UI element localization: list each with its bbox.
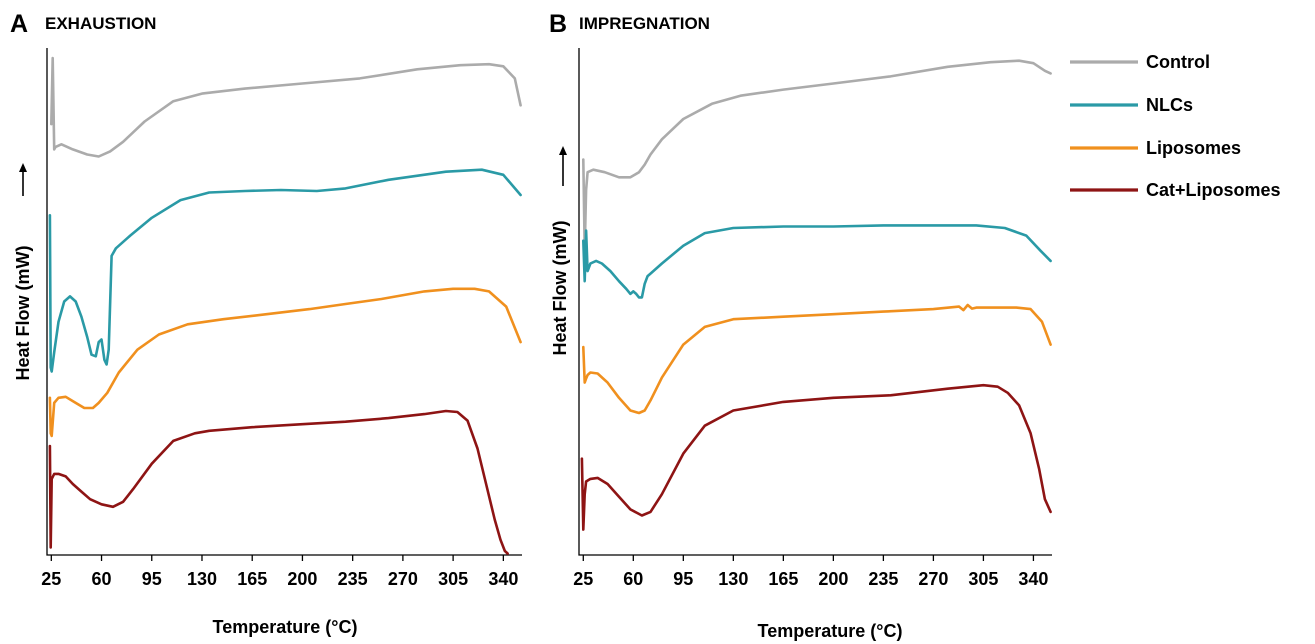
- series-line-liposomes: [48, 287, 522, 438]
- xtick-label: 25: [573, 569, 593, 589]
- xtick-label: 60: [92, 569, 112, 589]
- xtick-label: 130: [187, 569, 217, 589]
- panel-a-title: EXHAUSTION: [45, 14, 156, 33]
- panel-a-series: [48, 56, 522, 555]
- xtick-label: 340: [1018, 569, 1048, 589]
- panel-a-xlabel: Temperature (°C): [213, 617, 358, 637]
- xtick-label: 25: [41, 569, 61, 589]
- legend-item-control: Control: [1070, 52, 1210, 72]
- panel-b-xlabel: Temperature (°C): [758, 621, 903, 641]
- panel-b-title: IMPREGNATION: [579, 14, 710, 33]
- xtick-label: 270: [388, 569, 418, 589]
- series-line-cat-liposomes: [48, 409, 509, 555]
- series-line-control: [50, 56, 522, 158]
- legend-item-cat-liposomes: Cat+Liposomes: [1070, 180, 1281, 200]
- panel-a: A EXHAUSTION 25 60 95 130 165 200 235 270 305 340…: [10, 10, 522, 637]
- series-line-nlcs: [48, 168, 522, 373]
- panel-a-letter: A: [10, 10, 28, 38]
- xtick-label: 200: [287, 569, 317, 589]
- series-line-control: [582, 59, 1052, 253]
- xtick-label: 95: [142, 569, 162, 589]
- xtick-label: 235: [868, 569, 898, 589]
- panel-b-letter: B: [549, 10, 567, 38]
- panel-b-xticks: 25 60 95 130 165 200 235 270 305 340: [573, 555, 1048, 589]
- legend-label: Control: [1146, 52, 1210, 72]
- xtick-label: 270: [918, 569, 948, 589]
- xtick-label: 60: [623, 569, 643, 589]
- panel-a-ylabel: Heat Flow (mW): [13, 246, 33, 381]
- panel-b: B IMPREGNATION 25 60 95 130 165 200 235 270 305 3…: [549, 10, 1052, 641]
- legend: Control NLCs Liposomes Cat+Liposomes: [1070, 52, 1281, 200]
- legend-label: Liposomes: [1146, 138, 1241, 158]
- xtick-label: 305: [438, 569, 468, 589]
- panel-a-ylabel-arrow: [19, 163, 27, 196]
- legend-item-liposomes: Liposomes: [1070, 138, 1241, 158]
- legend-item-nlcs: NLCs: [1070, 95, 1193, 115]
- xtick-label: 305: [968, 569, 998, 589]
- xtick-label: 165: [768, 569, 798, 589]
- xtick-label: 200: [818, 569, 848, 589]
- xtick-label: 340: [488, 569, 518, 589]
- series-line-liposomes: [582, 303, 1052, 415]
- panel-a-axes: [46, 48, 522, 556]
- xtick-label: 95: [673, 569, 693, 589]
- xtick-label: 235: [338, 569, 368, 589]
- legend-label: Cat+Liposomes: [1146, 180, 1281, 200]
- panel-b-ylabel-arrow: [559, 146, 567, 186]
- series-line-nlcs: [582, 224, 1052, 299]
- panel-b-ylabel: Heat Flow (mW): [550, 221, 570, 356]
- series-line-cat-liposomes: [580, 383, 1052, 531]
- xtick-label: 130: [718, 569, 748, 589]
- legend-label: NLCs: [1146, 95, 1193, 115]
- panel-a-xticks: 25 60 95 130 165 200 235 270 305 340: [41, 555, 518, 589]
- panel-b-axes: [578, 48, 1052, 556]
- xtick-label: 165: [237, 569, 267, 589]
- panel-b-series: [580, 59, 1052, 531]
